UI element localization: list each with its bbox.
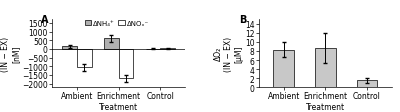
Legend: ΔNH₄⁺, ΔNOₓ⁻: ΔNH₄⁺, ΔNOₓ⁻ xyxy=(82,18,152,30)
Bar xyxy=(357,81,377,87)
Y-axis label: ΔO₂
(IN − EX)
[μM]: ΔO₂ (IN − EX) [μM] xyxy=(214,36,244,71)
Bar xyxy=(77,50,92,68)
Bar xyxy=(274,50,294,87)
Bar xyxy=(146,49,160,50)
X-axis label: Treatment: Treatment xyxy=(99,102,138,111)
Bar xyxy=(62,47,77,50)
Bar xyxy=(315,49,336,87)
Y-axis label: ΔDIN
(IN − EX)
[nM]: ΔDIN (IN − EX) [nM] xyxy=(0,36,21,71)
Bar xyxy=(104,39,119,50)
Text: A: A xyxy=(41,15,49,25)
Text: B: B xyxy=(239,15,246,25)
X-axis label: Treatment: Treatment xyxy=(306,102,345,111)
Bar xyxy=(119,50,133,79)
Bar xyxy=(160,49,175,50)
